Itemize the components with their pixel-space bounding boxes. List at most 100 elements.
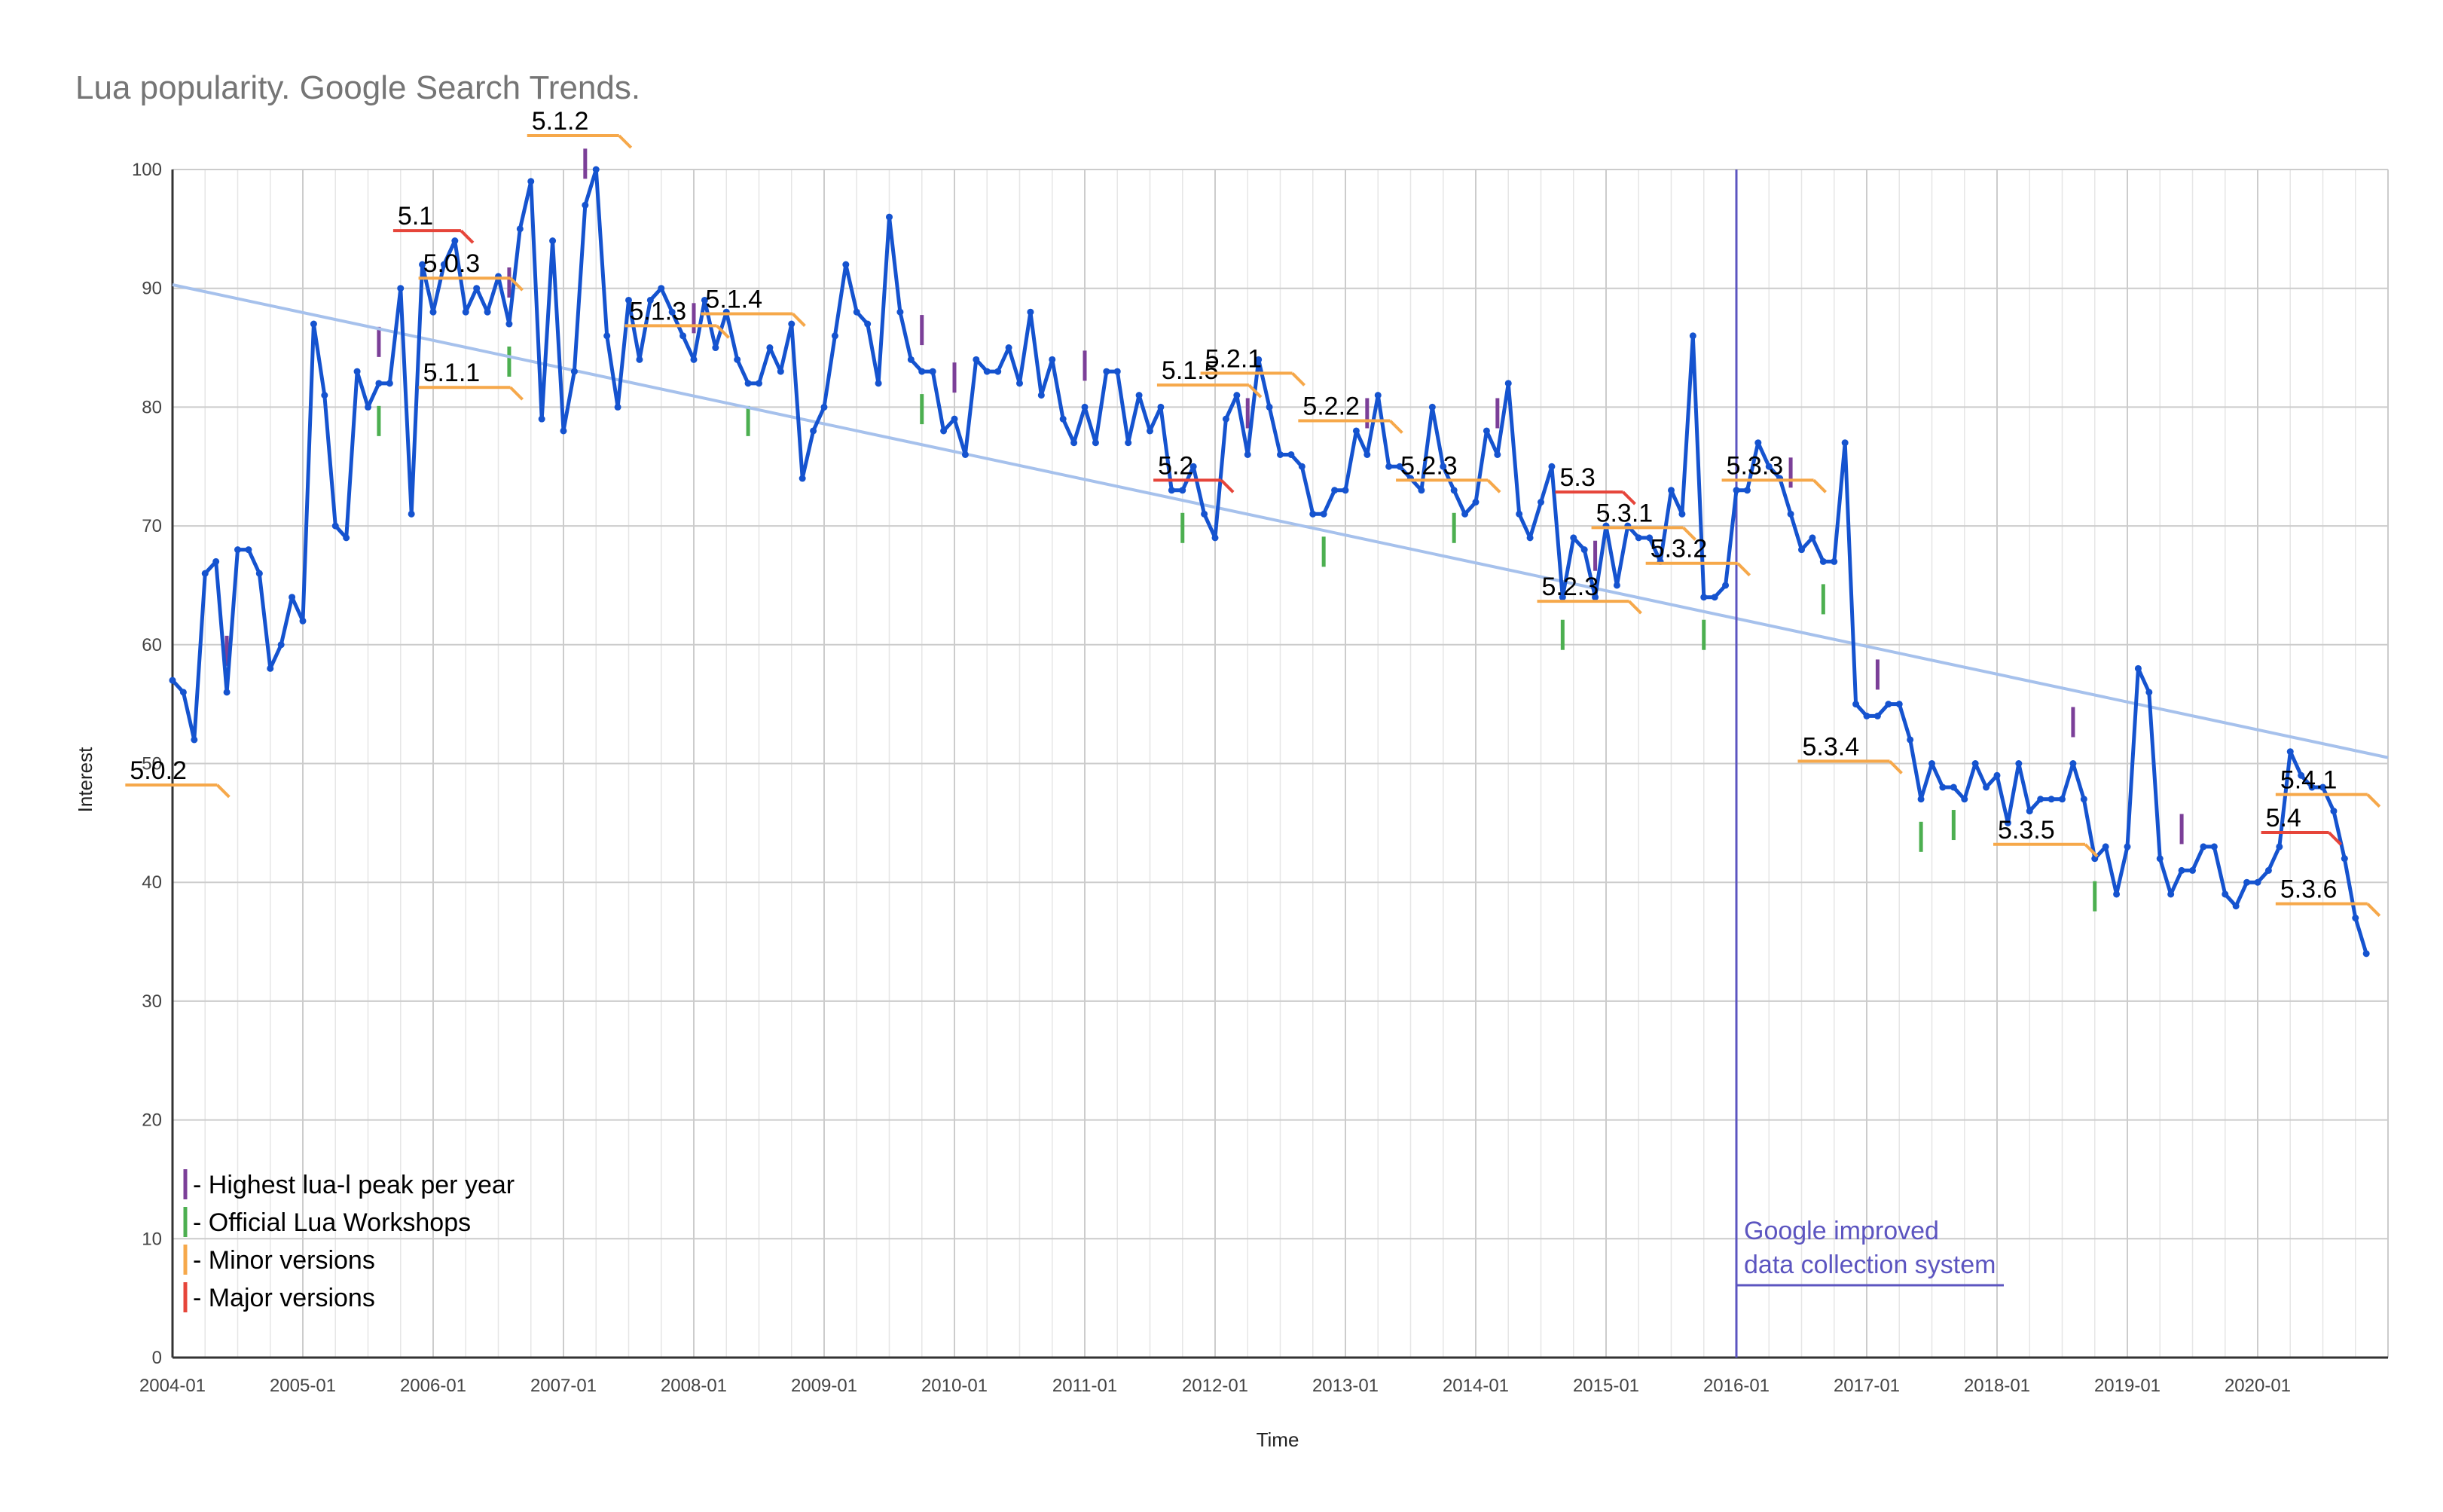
interest-point xyxy=(896,308,904,316)
x-tick-label: 2020-01 xyxy=(2225,1376,2291,1396)
y-tick-label: 10 xyxy=(142,1229,162,1249)
interest-point xyxy=(853,308,860,316)
interest-point xyxy=(690,356,698,363)
interest-point xyxy=(1168,487,1175,494)
interest-point xyxy=(777,368,784,375)
interest-point xyxy=(1809,534,1816,542)
interest-point xyxy=(1027,308,1034,316)
interest-point xyxy=(679,332,687,340)
interest-point xyxy=(1700,594,1708,601)
interest-point xyxy=(2167,890,2175,898)
interest-point xyxy=(1233,392,1241,399)
interest-point xyxy=(201,570,209,577)
interest-point xyxy=(929,368,936,375)
interest-point xyxy=(875,380,882,387)
interest-point xyxy=(1983,783,1990,791)
x-tick-label: 2015-01 xyxy=(1573,1376,1639,1396)
interest-point xyxy=(1928,760,1935,767)
interest-point xyxy=(1298,463,1305,470)
legend-label: - Major versions xyxy=(193,1284,375,1312)
interest-point xyxy=(1331,487,1339,494)
y-tick-labels: 0 10 20 30 40 50 60 70 80 90 100 xyxy=(132,160,162,1368)
interest-point xyxy=(1309,510,1317,518)
interest-point xyxy=(1070,439,1078,447)
interest-point xyxy=(1037,392,1045,399)
interest-point xyxy=(1363,451,1371,458)
interest-point xyxy=(1352,427,1360,435)
interest-point xyxy=(1135,392,1143,399)
interest-point xyxy=(1646,534,1654,542)
interest-point xyxy=(2156,855,2164,863)
interest-point xyxy=(603,332,611,340)
interest-point xyxy=(1016,380,1023,387)
interest-point xyxy=(1005,344,1012,352)
interest-point xyxy=(1472,499,1480,506)
interest-point xyxy=(1526,534,1534,542)
interest-point xyxy=(1244,451,1251,458)
version-label: 5.3 xyxy=(1560,463,1596,492)
chart-title: Lua popularity. Google Search Trends. xyxy=(75,69,641,106)
x-tick-label: 2006-01 xyxy=(400,1376,466,1396)
x-tick-label: 2007-01 xyxy=(530,1376,597,1396)
x-tick-labels: 2004-01 2005-01 2006-01 2007-01 2008-01 2009-… xyxy=(139,1376,2291,1396)
interest-point xyxy=(1396,463,1403,470)
version-label: 5.3.5 xyxy=(1998,816,2055,845)
interest-point xyxy=(940,427,948,435)
interest-point xyxy=(994,368,1002,375)
interest-point xyxy=(2308,783,2316,791)
interest-point xyxy=(1211,534,1219,542)
interest-point xyxy=(766,344,774,352)
version-bracket-end xyxy=(1486,478,1501,493)
interest-point xyxy=(961,451,969,458)
interest-point xyxy=(1895,701,1903,708)
interest-point xyxy=(560,427,567,435)
interest-point xyxy=(2362,950,2370,958)
interest-point xyxy=(2026,808,2033,815)
interest-point xyxy=(2134,664,2142,672)
interest-point xyxy=(1428,403,1436,411)
interest-point xyxy=(397,285,405,292)
interest-point xyxy=(1059,415,1067,423)
version-bracket-end xyxy=(215,783,231,799)
interest-point xyxy=(1711,594,1718,601)
y-tick-label: 20 xyxy=(142,1110,162,1131)
interest-point xyxy=(1342,487,1349,494)
interest-point xyxy=(973,356,980,363)
version-bracket-end xyxy=(1247,383,1263,399)
version-bracket-end xyxy=(509,386,524,401)
y-tick-label: 30 xyxy=(142,991,162,1012)
interest-point xyxy=(1320,510,1327,518)
interest-point xyxy=(1504,380,1512,387)
interest-point xyxy=(1516,510,1523,518)
interest-point xyxy=(1689,332,1696,340)
version-label: 5.3.4 xyxy=(1803,732,1860,761)
legend-label: - Minor versions xyxy=(193,1246,375,1275)
legend-label: - Official Lua Workshops xyxy=(193,1208,471,1237)
x-tick-label: 2005-01 xyxy=(270,1376,336,1396)
interest-point xyxy=(321,392,328,399)
interest-point xyxy=(484,308,491,316)
x-tick-label: 2018-01 xyxy=(1964,1376,2030,1396)
x-tick-label: 2008-01 xyxy=(661,1376,727,1396)
version-bracket-end xyxy=(509,276,524,292)
interest-point xyxy=(886,213,893,221)
version-label: 5.3.3 xyxy=(1727,451,1784,480)
interest-point xyxy=(2080,796,2087,803)
interest-point xyxy=(1483,427,1490,435)
version-bracket-end xyxy=(1388,420,1403,434)
interest-point xyxy=(1081,403,1089,411)
version-bracket-end xyxy=(2084,843,2099,858)
version-label: 5.1.3 xyxy=(630,297,687,325)
interest-point xyxy=(636,356,643,363)
version-bracket-end xyxy=(1291,371,1305,386)
interest-point xyxy=(1819,557,1827,565)
interest-point xyxy=(1125,439,1132,447)
interest-point xyxy=(2222,890,2229,898)
interest-point xyxy=(842,261,850,268)
x-tick-label: 2011-01 xyxy=(1052,1376,1117,1396)
x-tick-label: 2016-01 xyxy=(1703,1376,1770,1396)
interest-point xyxy=(2286,748,2294,756)
data-collection-note-text: Google improved xyxy=(1744,1217,1939,1245)
interest-point xyxy=(1266,403,1273,411)
